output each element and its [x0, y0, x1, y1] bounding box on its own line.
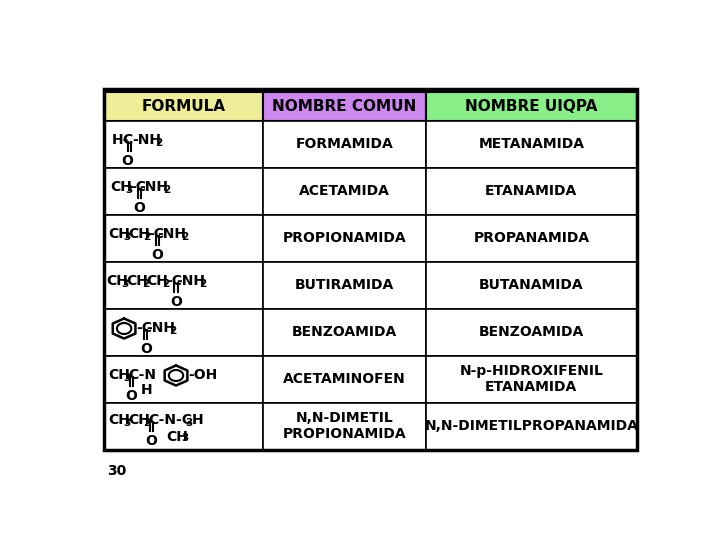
Text: BENZOAMIDA: BENZOAMIDA [479, 326, 584, 339]
Text: CH: CH [108, 368, 130, 382]
Text: FORMULA: FORMULA [141, 99, 225, 114]
Text: O: O [145, 434, 157, 448]
Text: N,N-DIMETILPROPANAMIDA: N,N-DIMETILPROPANAMIDA [424, 420, 639, 433]
Text: CH: CH [110, 180, 132, 194]
Bar [263, 403, 426, 450]
Text: C: C [122, 133, 132, 147]
Text: 3: 3 [123, 232, 130, 242]
Bar [104, 168, 263, 215]
Bar [104, 403, 263, 450]
Text: ACETAMINOFEN: ACETAMINOFEN [283, 373, 405, 386]
Bar [426, 356, 637, 403]
Text: BUTANAMIDA: BUTANAMIDA [479, 279, 584, 292]
Bar [263, 215, 426, 262]
Text: -NH: -NH [145, 321, 175, 335]
Text: 2: 2 [181, 232, 188, 242]
Text: CH: CH [166, 430, 188, 444]
Text: -NH: -NH [158, 227, 186, 241]
Text: 3: 3 [123, 418, 130, 428]
Bar [426, 92, 637, 121]
Bar [104, 356, 263, 403]
Text: CH: CH [128, 413, 150, 427]
Text: O: O [140, 342, 152, 356]
Text: N,N-DIMETIL
PROPIONAMIDA: N,N-DIMETIL PROPIONAMIDA [282, 411, 406, 441]
Text: CH: CH [108, 413, 130, 427]
Text: NOMBRE COMUN: NOMBRE COMUN [272, 99, 416, 114]
Text: 2: 2 [163, 185, 170, 195]
Text: 3: 3 [126, 185, 133, 195]
Text: -OH: -OH [189, 368, 217, 382]
Bar [263, 262, 426, 309]
Text: -NH: -NH [132, 133, 161, 147]
Bar [426, 309, 637, 356]
Text: 2: 2 [162, 279, 169, 289]
Text: 30: 30 [107, 463, 126, 477]
Text: CH: CH [128, 227, 150, 241]
Text: 2: 2 [155, 138, 162, 148]
Text: -C: -C [137, 321, 153, 335]
Text: 2: 2 [143, 232, 150, 242]
Bar [263, 121, 426, 168]
Text: CH: CH [108, 227, 130, 241]
Bar [263, 92, 426, 121]
Bar [104, 121, 263, 168]
Text: 2: 2 [142, 279, 149, 289]
Bar [104, 92, 263, 121]
Text: CH: CH [107, 274, 128, 288]
Text: ACETAMIDA: ACETAMIDA [299, 185, 390, 199]
Text: 3: 3 [185, 418, 192, 428]
Text: N-p-HIDROXIFENIL
ETANAMIDA: N-p-HIDROXIFENIL ETANAMIDA [459, 364, 603, 394]
Bar [263, 356, 426, 403]
Text: NOMBRE UIQPA: NOMBRE UIQPA [465, 99, 598, 114]
Text: -C: -C [167, 274, 183, 288]
Text: 3: 3 [122, 279, 129, 289]
Text: 3: 3 [123, 373, 130, 383]
Bar [104, 262, 263, 309]
Text: CH: CH [147, 274, 168, 288]
Text: -NH: -NH [140, 180, 168, 194]
Text: CH: CH [127, 274, 148, 288]
Text: O: O [121, 154, 133, 168]
Bar [426, 168, 637, 215]
Text: BUTIRAMIDA: BUTIRAMIDA [294, 279, 394, 292]
Text: PROPIONAMIDA: PROPIONAMIDA [282, 232, 406, 246]
Text: -C: -C [148, 227, 164, 241]
Text: C-N: C-N [128, 368, 156, 382]
Text: C-N-CH: C-N-CH [148, 413, 204, 427]
Text: 3: 3 [181, 433, 189, 443]
Text: H: H [141, 383, 153, 397]
Text: -C: -C [130, 180, 146, 194]
Bar [426, 262, 637, 309]
Text: O: O [134, 201, 145, 215]
Bar [104, 309, 263, 356]
Bar [426, 215, 637, 262]
Text: O: O [125, 389, 137, 403]
Text: METANAMIDA: METANAMIDA [478, 138, 585, 152]
Text: O: O [170, 295, 182, 309]
Bar [426, 403, 637, 450]
Text: 2: 2 [143, 418, 150, 428]
Text: 2: 2 [199, 279, 207, 289]
Text: PROPANAMIDA: PROPANAMIDA [473, 232, 590, 246]
Text: H-: H- [112, 133, 129, 147]
Text: -NH: -NH [176, 274, 205, 288]
Text: O: O [151, 248, 163, 262]
Bar [263, 168, 426, 215]
Bar [263, 309, 426, 356]
Text: BENZOAMIDA: BENZOAMIDA [292, 326, 397, 339]
Bar [104, 215, 263, 262]
Bar [426, 121, 637, 168]
Bar [104, 90, 637, 450]
Text: ETANAMIDA: ETANAMIDA [485, 185, 577, 199]
Text: FORMAMIDA: FORMAMIDA [295, 138, 393, 152]
Text: 2: 2 [169, 326, 176, 336]
